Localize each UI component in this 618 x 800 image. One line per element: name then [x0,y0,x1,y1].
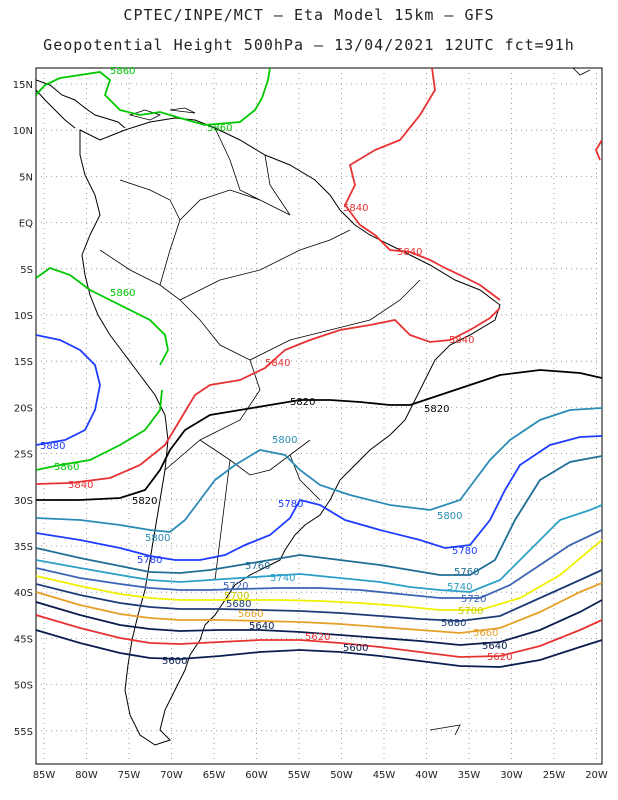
contour-5860-west [36,266,169,366]
latitude-label: 5N [19,172,33,183]
contour-5840-east [594,139,602,161]
contour-label: 5600 [162,656,187,667]
longitude-label: 50W [330,770,353,781]
contour-label: 5640 [249,621,274,632]
longitude-label: 30W [500,770,523,781]
contour-5840-coast [344,204,501,301]
contour-label: 5840 [265,358,290,369]
contour-label: 5660 [473,628,498,639]
latitude-label: 10N [13,126,33,137]
contour-label: 5860 [110,66,135,77]
contour-label: 5780 [137,555,162,566]
latitude-label: EQ [19,219,33,230]
contour-label: 5820 [290,397,315,408]
contour-5760 [36,455,602,576]
contour-label: 5860 [207,123,232,134]
contour-5840-north [344,68,436,206]
contour-label: 5720 [461,594,486,605]
longitude-label: 80W [75,770,98,781]
title-line-1: CPTEC/INPE/MCT – Eta Model 15km – GFS [123,6,495,24]
latitude-label: 10S [14,311,33,322]
latitude-label: 55S [14,727,33,738]
contour-5660 [36,582,602,634]
contour-label: 5820 [132,496,157,507]
contour-label: 5840 [68,480,93,491]
longitude-label: 55W [288,770,311,781]
contour-label: 5620 [487,652,512,663]
contour-label: 5840 [343,203,368,214]
contour-label: 5840 [449,335,474,346]
longitude-label: 25W [543,770,566,781]
latitude-label: 15N [13,80,33,91]
contour-label: 5860 [54,462,79,473]
graticule [36,68,602,764]
contour-label: 5780 [278,499,303,510]
longitude-label: 40W [415,770,438,781]
contour-label: 5860 [110,288,135,299]
contour-5700 [36,539,602,611]
map-frame [35,67,603,765]
contour-label: 5740 [270,573,295,584]
contour-label: 5840 [397,247,422,258]
contour-label: 5820 [424,404,449,415]
latitude-label: 45S [14,634,33,645]
longitude-label: 35W [458,770,481,781]
latitude-label: 25S [14,450,33,461]
contour-label: 5700 [224,591,249,602]
longitude-label: 75W [118,770,141,781]
latitude-label: 40S [14,588,33,599]
contour-label: 5800 [145,533,170,544]
longitude-label: 70W [160,770,183,781]
latitude-label: 50S [14,681,33,692]
latitude-label: 30S [14,496,33,507]
contour-label: 5680 [226,599,251,610]
contour-label: 5600 [343,643,368,654]
longitude-label: 45W [373,770,396,781]
south-america-coastline [36,68,591,746]
contour-5680 [36,569,602,622]
contour-5860-south [36,389,163,471]
contour-label: 5660 [238,609,263,620]
longitude-label: 60W [245,770,268,781]
contour-5600 [36,629,602,668]
contour-5720 [36,529,602,599]
latitude-labels: 15N 10N 5N EQ 5S 10S 15S 20S 25S 30S 35S 40S 45S 50S 5… [13,80,33,738]
contour-label: 5700 [458,606,483,617]
contour-label: 5800 [437,511,462,522]
contour-5880 [36,334,101,446]
contour-label: 5780 [452,546,477,557]
contour-labels: 5860 5860 5860 5860 5840 5840 5840 5840 … [40,66,512,667]
contour-label: 5680 [441,618,466,629]
latitude-label: 15S [14,357,33,368]
longitude-label: 20W [585,770,608,781]
latitude-label: 20S [14,403,33,414]
contour-label: 5760 [245,561,270,572]
contour-5780 [36,435,602,561]
contour-5640 [36,599,602,646]
contour-label: 5720 [223,581,248,592]
longitude-label: 65W [203,770,226,781]
contour-5840-west [36,307,501,485]
contour-5860-north [36,68,271,126]
contour-label: 5640 [482,641,507,652]
contour-label: 5740 [447,582,472,593]
contour-5820-east [409,369,602,406]
contour-lines [36,68,602,668]
contour-label: 5760 [454,567,479,578]
contour-label: 5620 [305,632,330,643]
latitude-label: 35S [14,542,33,553]
latitude-label: 5S [20,265,33,276]
contour-label: 5880 [40,441,65,452]
title-line-2: Geopotential Height 500hPa – 13/04/2021 … [43,36,575,54]
contour-5820-west [36,399,410,501]
contour-5620 [36,614,602,658]
longitude-labels: 85W 80W 75W 70W 65W 60W 55W 50W 45W 40W 35W 30W 25W 2… [33,770,608,781]
contour-5800 [36,407,602,533]
contour-label: 5800 [272,435,297,446]
longitude-label: 85W [33,770,56,781]
contour-5740 [36,504,602,593]
